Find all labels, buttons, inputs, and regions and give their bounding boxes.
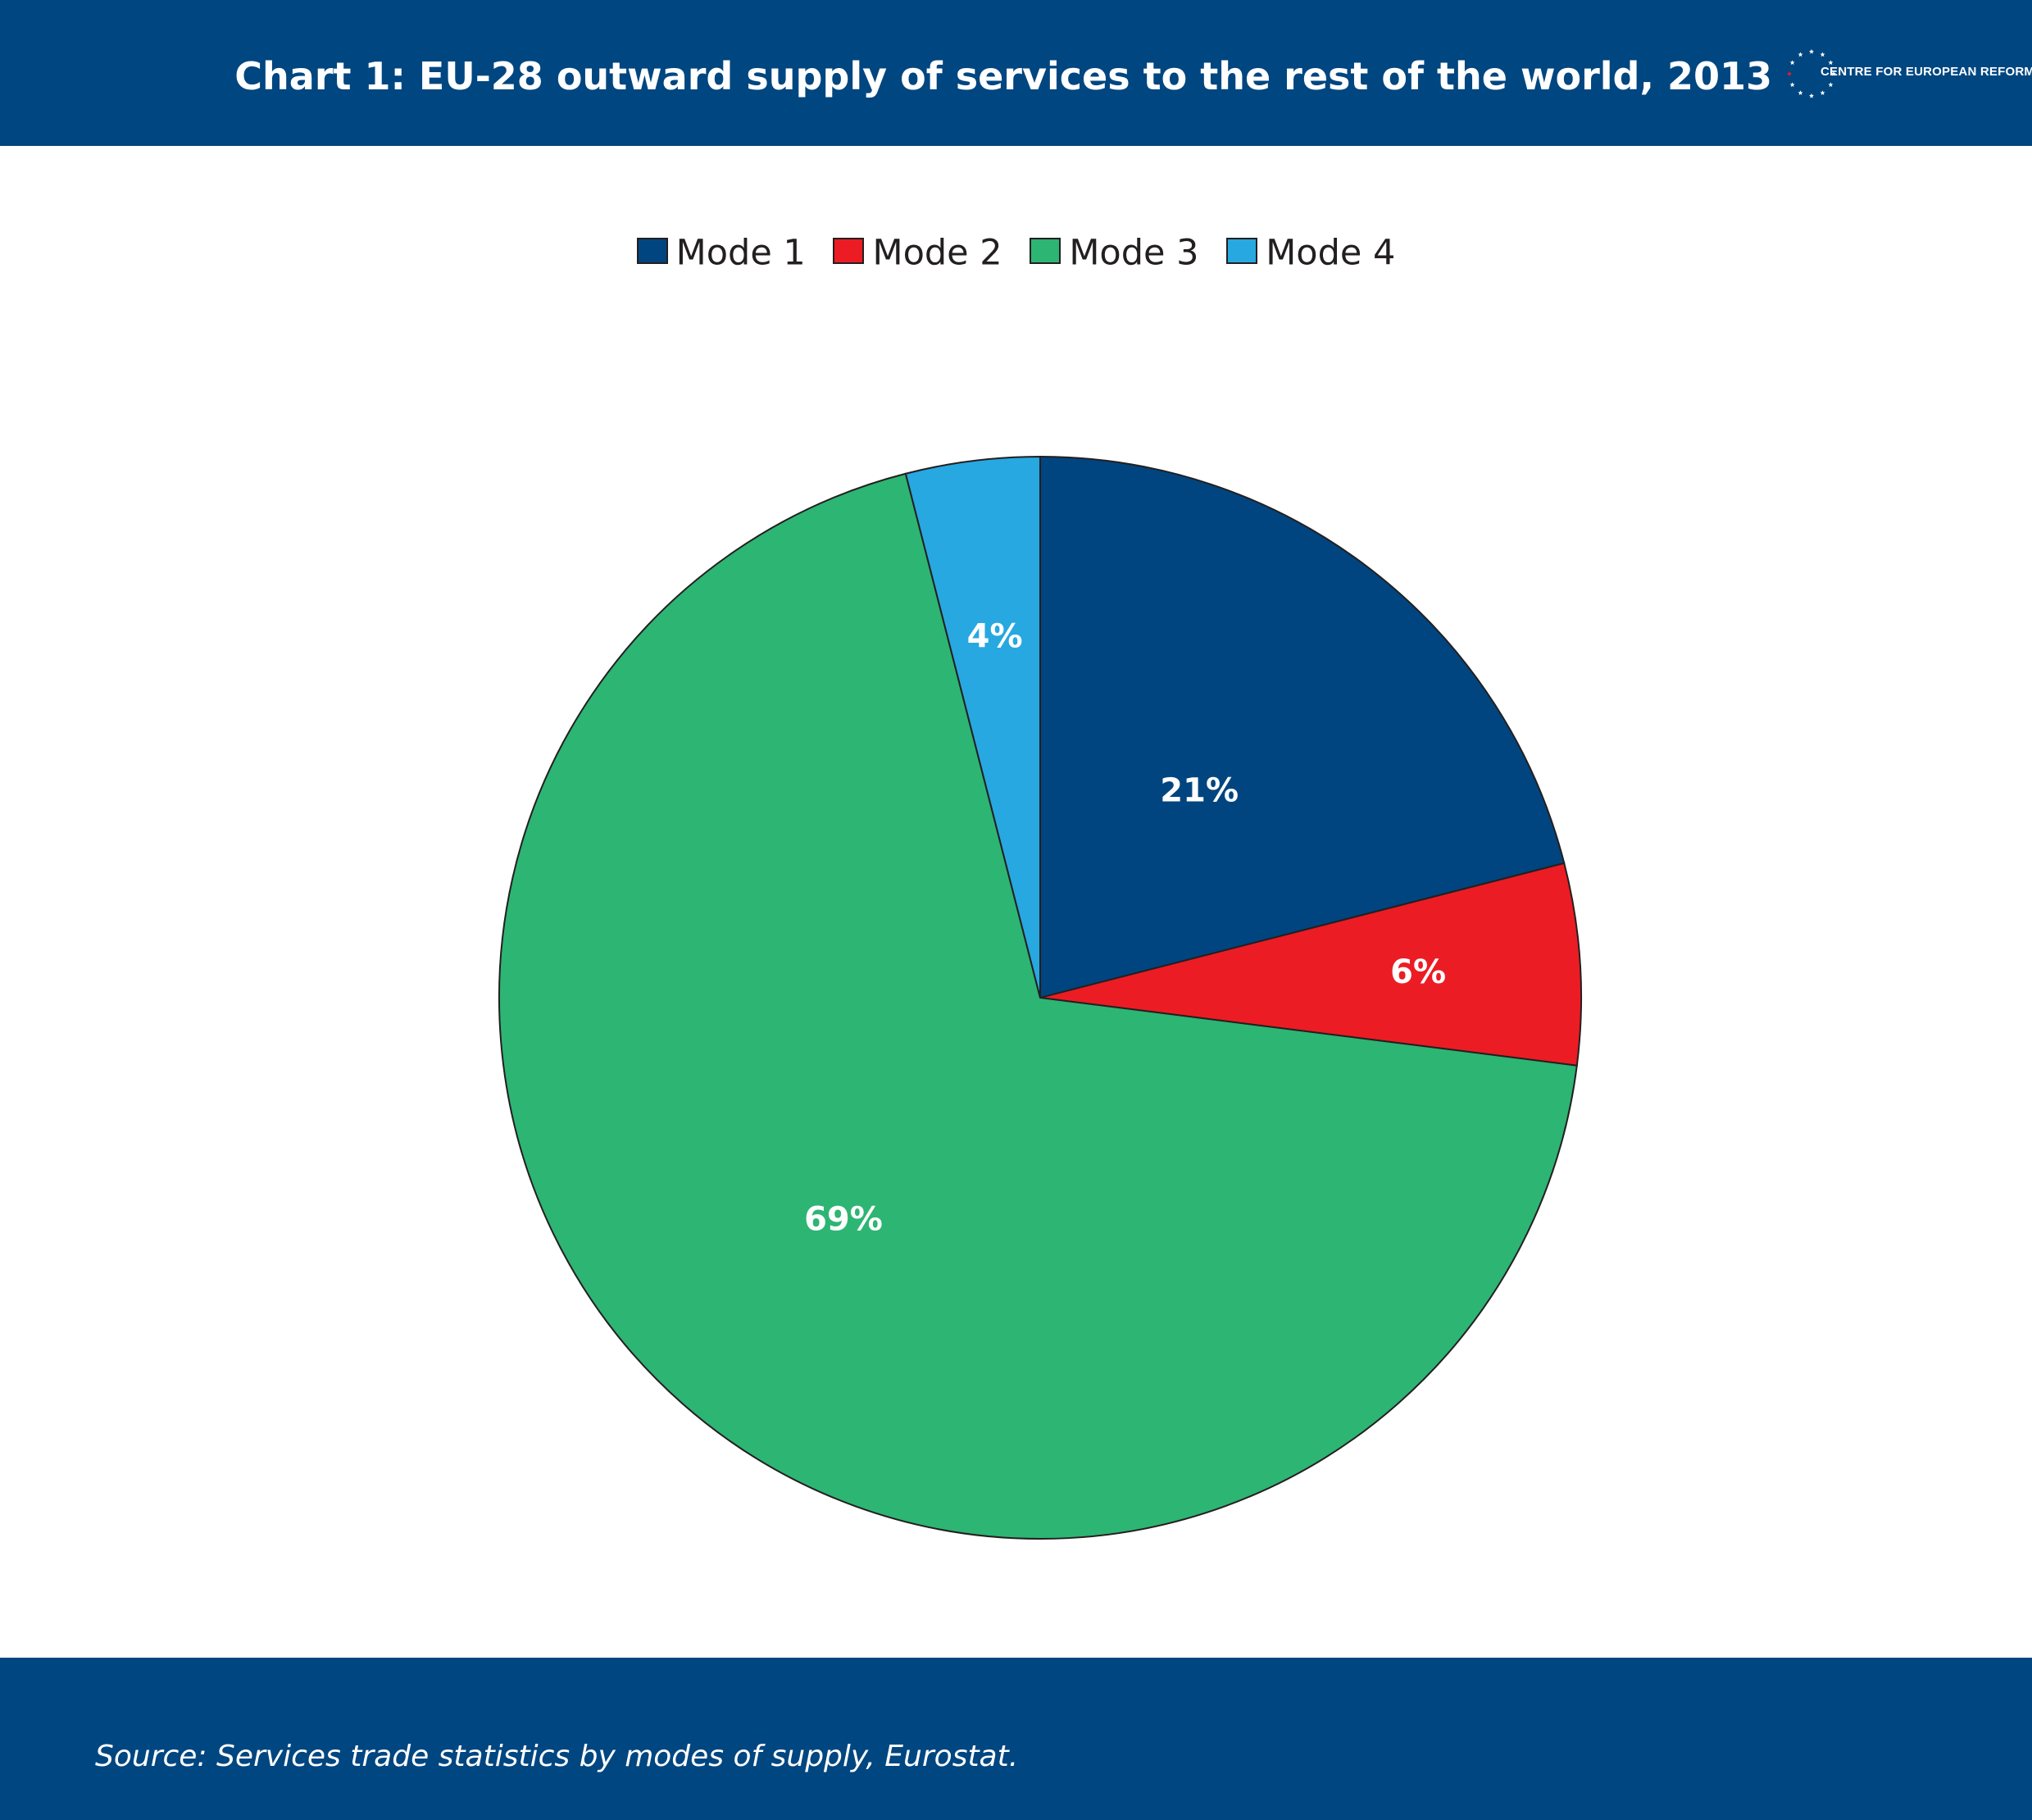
legend-label-mode-2: Mode 2 bbox=[872, 232, 1002, 274]
legend-swatch-mode-2 bbox=[833, 237, 865, 264]
legend-item-mode-1: Mode 1 bbox=[636, 230, 806, 274]
cer-logo: CENTRE FOR EUROPEAN REFORM bbox=[1787, 34, 2032, 113]
legend-label-mode-1: Mode 1 bbox=[675, 232, 806, 274]
legend-item-mode-4: Mode 4 bbox=[1226, 230, 1395, 274]
legend-label-mode-3: Mode 3 bbox=[1069, 232, 1199, 274]
legend-item-mode-2: Mode 2 bbox=[833, 230, 1002, 274]
pie-slice-mode-3 bbox=[498, 472, 1578, 1540]
legend-swatch-mode-4 bbox=[1226, 237, 1258, 264]
legend-item-mode-3: Mode 3 bbox=[1030, 230, 1199, 274]
data-label-mode-3: 69% bbox=[804, 1200, 883, 1238]
data-label-mode-2: 6% bbox=[1390, 953, 1446, 991]
footer-bar: Source: Services trade statistics by mod… bbox=[0, 1658, 2032, 1820]
pie-slice-mode-4 bbox=[904, 455, 1041, 999]
chart-title: Chart 1: EU-28 outward supply of service… bbox=[234, 54, 1772, 98]
legend-label-mode-4: Mode 4 bbox=[1266, 232, 1396, 274]
logo-text: CENTRE FOR EUROPEAN REFORM bbox=[1821, 65, 2032, 79]
source-note: Source: Services trade statistics by mod… bbox=[95, 1740, 1019, 1773]
legend-swatch-mode-3 bbox=[1030, 237, 1061, 264]
pie-slice-mode-1 bbox=[1039, 455, 1566, 999]
data-label-mode-4: 4% bbox=[967, 617, 1023, 655]
header-bar: Chart 1: EU-28 outward supply of service… bbox=[0, 0, 2032, 146]
legend-swatch-mode-1 bbox=[636, 237, 668, 264]
chart-legend: Mode 1 Mode 2 Mode 3 Mode 4 bbox=[0, 230, 2032, 274]
eu-stars-icon bbox=[1787, 48, 1836, 98]
pie-chart: 21% 6% 69% 4% bbox=[498, 455, 1583, 1540]
pie-slice-mode-2 bbox=[1039, 862, 1583, 1067]
data-label-mode-1: 21% bbox=[1160, 772, 1239, 810]
